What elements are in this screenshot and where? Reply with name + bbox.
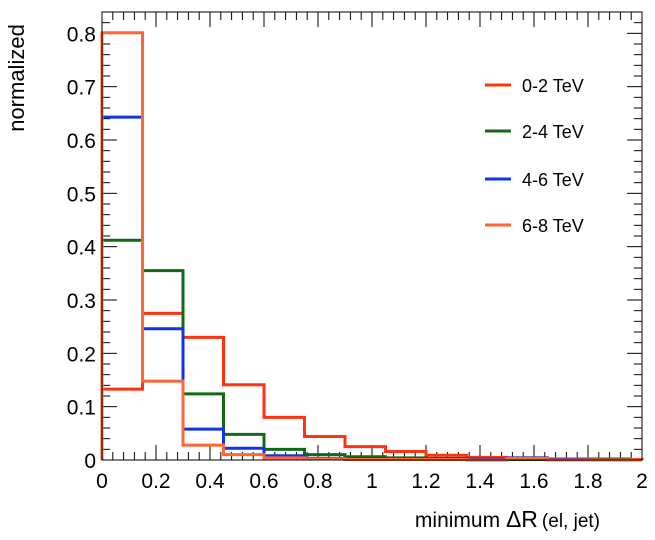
x-tick-label: 1.6 <box>519 470 548 493</box>
y-tick-label: 0.2 <box>67 343 96 366</box>
series-line-4 <box>100 31 642 462</box>
x-tick-labels: 0 0.2 0.4 0.6 0.8 1 1.2 1.4 1.6 1.8 2 <box>96 470 648 493</box>
y-axis-title: normalized <box>4 24 29 132</box>
legend-label: 6-8 TeV <box>522 216 584 236</box>
legend: 0-2 TeV 2-4 TeV 4-6 TeV 6-8 TeV <box>485 76 584 236</box>
x-tick-label: 0 <box>96 470 108 493</box>
y-tick-label: 0.5 <box>67 183 96 206</box>
y-tick-label: 0.1 <box>67 397 96 420</box>
y-tick-label: 0.8 <box>67 23 96 46</box>
y-tick-label: 0.4 <box>67 237 97 260</box>
legend-label: 2-4 TeV <box>522 122 584 142</box>
x-axis-title-prefix: minimum <box>415 509 506 532</box>
x-tick-label: 1.4 <box>465 470 495 493</box>
y-tick-label: 0.6 <box>67 130 96 153</box>
y-tick-label: 0.7 <box>67 77 96 100</box>
legend-label: 0-2 TeV <box>522 76 584 96</box>
y-tick-label: 0.3 <box>67 290 96 313</box>
series-layer <box>100 31 644 462</box>
x-tick-label: 1.8 <box>573 470 602 493</box>
x-tick-label: 0.8 <box>303 470 332 493</box>
x-tick-label: 1.2 <box>411 470 440 493</box>
x-tick-label: 0.2 <box>141 470 170 493</box>
x-tick-label: 0.4 <box>195 470 225 493</box>
y-tick-labels: 0 0.1 0.2 0.3 0.4 0.5 0.6 0.7 0.8 <box>67 23 97 473</box>
y-tick-label: 0 <box>84 450 96 473</box>
x-axis-title: minimum ΔR (el, jet) <box>415 506 600 532</box>
x-axis-title-symbol: ΔR <box>506 506 538 532</box>
x-tick-label: 1 <box>366 470 378 493</box>
legend-label: 4-6 TeV <box>522 170 584 190</box>
plot-frame <box>101 11 643 461</box>
x-tick-label: 2 <box>636 470 648 493</box>
x-axis-title-suffix: (el, jet) <box>542 511 600 532</box>
x-tick-label: 0.6 <box>249 470 278 493</box>
